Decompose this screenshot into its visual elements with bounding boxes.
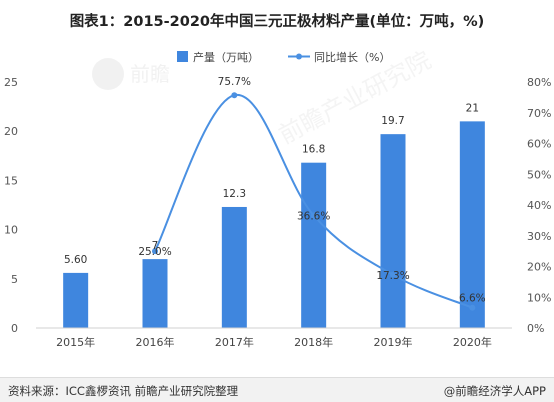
data-labels: 5.60 7 12.3 16.8 19.7 21 25.0% 75.7% 36.6% 17.3% 6…: [64, 76, 486, 304]
y-right-tick-label: 80%: [527, 76, 551, 89]
y-right-tick-label: 70%: [527, 107, 551, 120]
bar: [221, 206, 247, 328]
y-axis-right: 0% 10% 20% 30% 40% 50% 60% 70% 80%: [527, 76, 551, 335]
source-note: 资料来源：ICC鑫椤资讯 前瞻产业研究院整理: [8, 384, 239, 398]
growth-value-label: 36.6%: [297, 210, 330, 222]
watermark-logo: 前瞻: [90, 54, 190, 98]
x-tick-label: 2015年: [56, 335, 95, 349]
y-right-tick-label: 60%: [527, 138, 551, 151]
bar: [142, 259, 168, 328]
y-right-tick-label: 50%: [527, 168, 551, 181]
growth-line: [154, 94, 473, 309]
growth-value-label: 17.3%: [376, 270, 409, 282]
line-series: [152, 92, 476, 311]
legend-line-label: 同比增长（%）: [314, 50, 390, 64]
legend-bar-label: 产量（万吨）: [193, 50, 259, 64]
y-left-tick-label: 10: [4, 224, 18, 237]
footer: 资料来源：ICC鑫椤资讯 前瞻产业研究院整理 @前瞻经济学人APP: [0, 377, 554, 402]
x-tick-label: 2018年: [294, 335, 333, 349]
y-right-tick-label: 40%: [527, 199, 551, 212]
y-left-tick-label: 5: [11, 273, 18, 286]
y-left-tick-label: 0: [11, 322, 18, 335]
bar: [301, 162, 327, 328]
bar-series: [63, 121, 485, 328]
y-left-tick-label: 25: [4, 76, 18, 89]
y-right-tick-label: 0%: [527, 322, 544, 335]
chart-canvas: 产量（万吨） 同比增长（%） 0 5 10 15 20 25 0% 10% 20% 30% 40% 5…: [4, 50, 551, 349]
x-tick-label: 2017年: [215, 335, 254, 349]
chart-title: 图表1：2015-2020年中国三元正极材料产量(单位：万吨，%): [69, 14, 485, 30]
bar-value-label: 19.7: [381, 115, 404, 127]
x-axis: 2015年 2016年 2017年 2018年 2019年 2020年: [36, 327, 512, 349]
legend-line-marker: [296, 53, 302, 60]
growth-point: [152, 248, 158, 255]
x-tick-label: 2019年: [374, 335, 413, 349]
y-axis-left: 0 5 10 15 20 25: [4, 76, 18, 335]
y-right-tick-label: 20%: [527, 261, 551, 274]
growth-point: [469, 304, 476, 311]
legend: 产量（万吨） 同比增长（%）: [177, 50, 390, 64]
bar-value-label: 5.60: [64, 254, 87, 266]
x-tick-label: 2016年: [136, 335, 175, 349]
bar-value-label: 12.3: [223, 188, 246, 200]
bar: [380, 134, 406, 328]
growth-point: [390, 271, 396, 278]
bar-value-label: 16.8: [302, 144, 325, 156]
y-right-tick-label: 10%: [527, 291, 551, 304]
bar: [63, 272, 89, 328]
growth-value-label: 75.7%: [218, 76, 251, 88]
bar-value-label: 21: [466, 102, 479, 114]
svg-text:前瞻: 前瞻: [130, 62, 170, 86]
growth-value-label: 25.0%: [138, 246, 171, 258]
growth-point: [231, 92, 238, 99]
x-tick-label: 2020年: [453, 335, 492, 349]
y-right-tick-label: 30%: [527, 230, 551, 243]
y-left-tick-label: 20: [4, 125, 18, 138]
growth-point: [310, 212, 317, 219]
y-left-tick-label: 15: [4, 174, 18, 187]
bar-value-label: 7: [152, 240, 159, 252]
bar: [459, 121, 485, 328]
credit-note: @前瞻经济学人APP: [443, 384, 546, 398]
growth-value-label: 6.6%: [459, 293, 486, 305]
legend-bar-swatch: [177, 51, 188, 62]
